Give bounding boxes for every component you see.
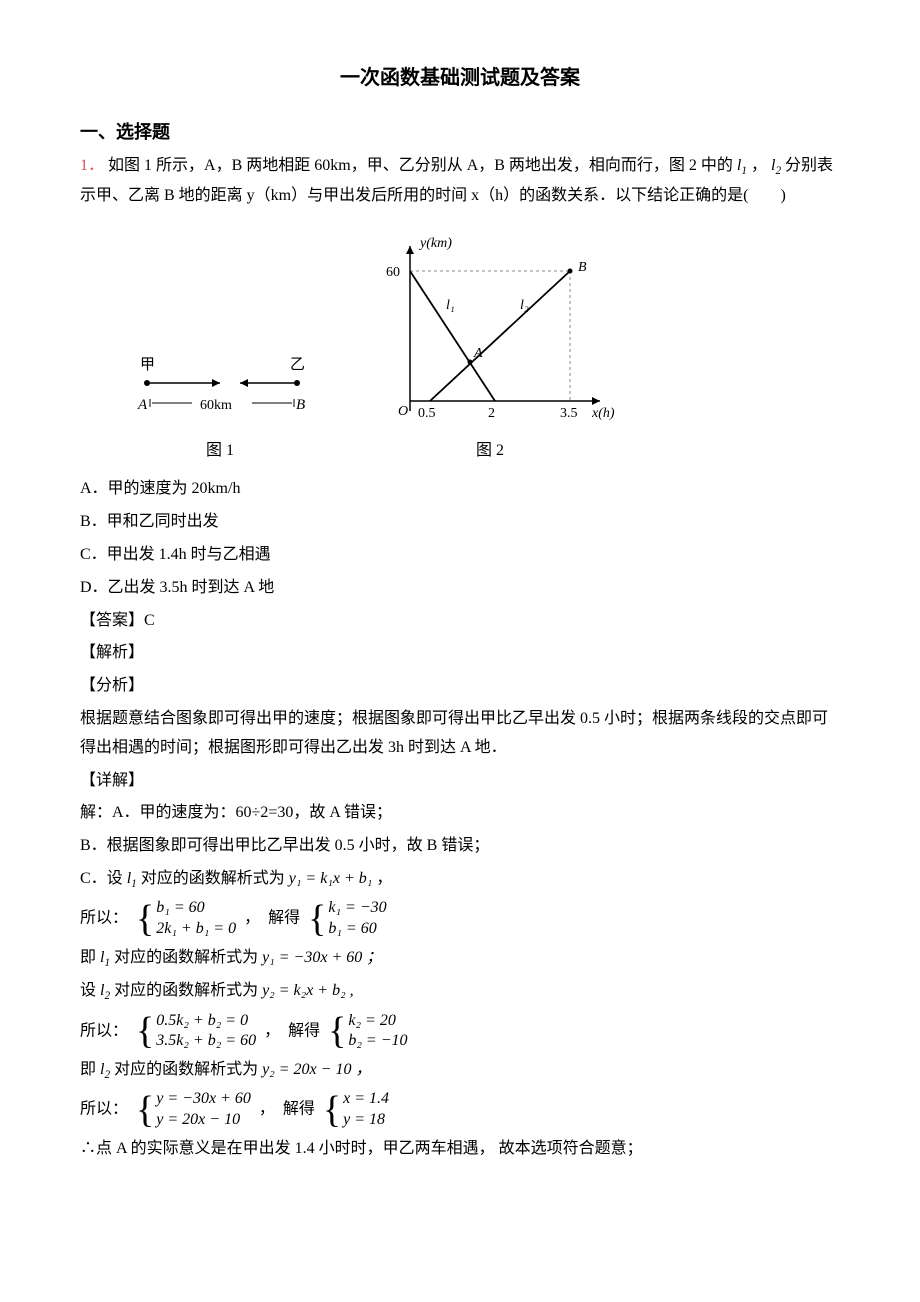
system-2: 所以： {0.5k₂ + b₂ = 03.5k₂ + b₂ = 60 ， 解得 … [80, 1011, 840, 1053]
svg-text:B: B [296, 397, 305, 413]
option-c: C．甲出发 1.4h 时与乙相遇 [80, 541, 840, 570]
figure-2-svg: y(km) x(h) O 60 0.5 2 3.5 B l₁ l₂ A [360, 231, 620, 431]
fenxi-text: 根据题意结合图象即可得出甲的速度；根据图象即可得出甲比乙早出发 0.5 小时；根… [80, 705, 840, 763]
svg-text:60: 60 [386, 265, 400, 280]
solution-c-line1: C．设 l1 对应的函数解析式为 y₁ = k₁x + b₁ ， [80, 865, 840, 894]
l2-symbol: l2 [771, 157, 781, 174]
answer-label: 【答案】C [80, 607, 840, 636]
figure-1-label: 图 1 [206, 437, 234, 466]
q1-text-a: 如图 1 所示，A，B 两地相距 60km，甲、乙分别从 A，B 两地出发，相向… [108, 157, 733, 174]
svg-text:x(h): x(h) [591, 406, 615, 421]
l2-result: 即 l2 对应的函数解析式为 y₂ = 20x − 10 ， [80, 1056, 840, 1085]
solution-a: 解：A．甲的速度为：60÷2=30，故 A 错误； [80, 799, 840, 828]
svg-text:y(km): y(km) [418, 236, 452, 251]
svg-text:A: A [473, 346, 483, 361]
section-heading: 一、选择题 [80, 116, 840, 148]
svg-text:0.5: 0.5 [418, 406, 436, 421]
conclusion: ∴点 A 的实际意义是在甲出发 1.4 小时时，甲乙两车相遇， 故本选项符合题意… [80, 1135, 840, 1164]
svg-text:3.5: 3.5 [560, 406, 578, 421]
figure-2: y(km) x(h) O 60 0.5 2 3.5 B l₁ l₂ A 图 2 [360, 231, 620, 466]
svg-text:甲: 甲 [140, 357, 155, 373]
figure-2-label: 图 2 [476, 437, 504, 466]
svg-text:乙: 乙 [290, 357, 305, 373]
option-b: B．甲和乙同时出发 [80, 508, 840, 537]
question-number: 1． [80, 157, 104, 174]
l2-setup: 设 l2 对应的函数解析式为 y₂ = k₂x + b₂ , [80, 977, 840, 1006]
svg-text:l₁: l₁ [446, 298, 455, 313]
svg-text:2: 2 [488, 406, 495, 421]
question-1: 1． 如图 1 所示，A，B 两地相距 60km，甲、乙分别从 A，B 两地出发… [80, 152, 840, 210]
xiangjie-label: 【详解】 [80, 767, 840, 796]
system-3: 所以： {y = −30x + 60y = 20x − 10 ， 解得 {x =… [80, 1089, 840, 1131]
system-1: 所以： {b₁ = 602k₁ + b₁ = 0 ， 解得 {k₁ = −30b… [80, 898, 840, 940]
page-title: 一次函数基础测试题及答案 [80, 60, 840, 96]
figure-1-svg: 甲 乙 A B 60km [120, 351, 320, 431]
fenxi-label: 【分析】 [80, 672, 840, 701]
jiexi-label: 【解析】 [80, 639, 840, 668]
comma: ， [751, 157, 767, 174]
figures-row: 甲 乙 A B 60km 图 1 y(km) x(h) O [120, 231, 840, 466]
option-a: A．甲的速度为 20km/h [80, 475, 840, 504]
svg-text:O: O [398, 404, 408, 419]
option-d: D．乙出发 3.5h 时到达 A 地 [80, 574, 840, 603]
figure-1: 甲 乙 A B 60km 图 1 [120, 351, 320, 466]
svg-text:l₂: l₂ [520, 298, 529, 313]
svg-text:B: B [578, 260, 587, 275]
svg-text:60km: 60km [200, 398, 232, 413]
svg-text:A: A [137, 397, 148, 413]
solution-b: B．根据图象即可得出甲比乙早出发 0.5 小时，故 B 错误； [80, 832, 840, 861]
l1-symbol: l1 [737, 157, 747, 174]
l1-result: 即 l1 对应的函数解析式为 y₁ = −30x + 60 ； [80, 944, 840, 973]
